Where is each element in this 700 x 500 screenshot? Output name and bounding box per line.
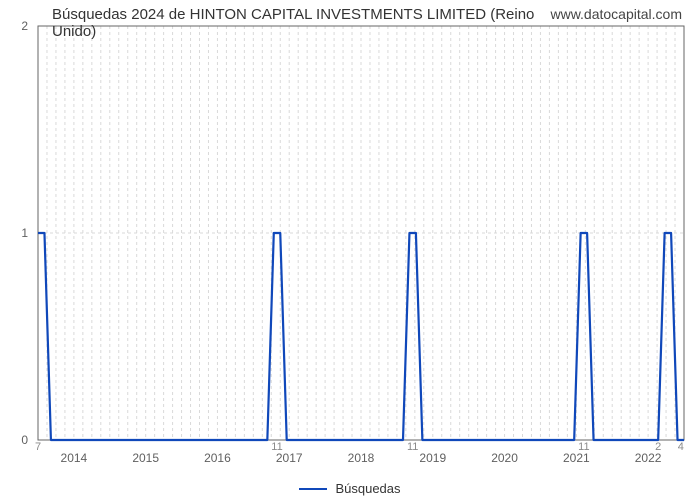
svg-text:2022: 2022 <box>635 451 662 465</box>
legend: Búsquedas <box>0 477 700 497</box>
svg-text:2016: 2016 <box>204 451 231 465</box>
line-chart: 0 1 2 2014 2015 2016 2017 2018 2019 2020 2021 2022 7… <box>0 0 700 500</box>
svg-text:2020: 2020 <box>491 451 518 465</box>
svg-text:2019: 2019 <box>419 451 446 465</box>
svg-text:2015: 2015 <box>132 451 159 465</box>
svg-text:11: 11 <box>271 441 282 453</box>
legend-swatch <box>299 488 327 490</box>
svg-text:7: 7 <box>35 441 41 453</box>
site-url: www.datocapital.com <box>550 6 682 22</box>
svg-text:11: 11 <box>578 441 589 453</box>
svg-text:2018: 2018 <box>348 451 375 465</box>
title-row: Búsquedas 2024 de HINTON CAPITAL INVESTM… <box>0 6 700 40</box>
chart-title: Búsquedas 2024 de HINTON CAPITAL INVESTM… <box>52 6 550 40</box>
svg-text:4: 4 <box>678 441 684 453</box>
svg-text:0: 0 <box>21 433 28 447</box>
svg-text:2021: 2021 <box>563 451 590 465</box>
svg-text:2017: 2017 <box>276 451 303 465</box>
legend-item: Búsquedas <box>299 481 400 496</box>
svg-text:2: 2 <box>655 441 661 453</box>
svg-text:1: 1 <box>21 226 28 240</box>
chart-root: Búsquedas 2024 de HINTON CAPITAL INVESTM… <box>0 0 700 500</box>
legend-label: Búsquedas <box>335 481 400 496</box>
svg-text:11: 11 <box>407 441 418 453</box>
svg-text:2014: 2014 <box>61 451 88 465</box>
